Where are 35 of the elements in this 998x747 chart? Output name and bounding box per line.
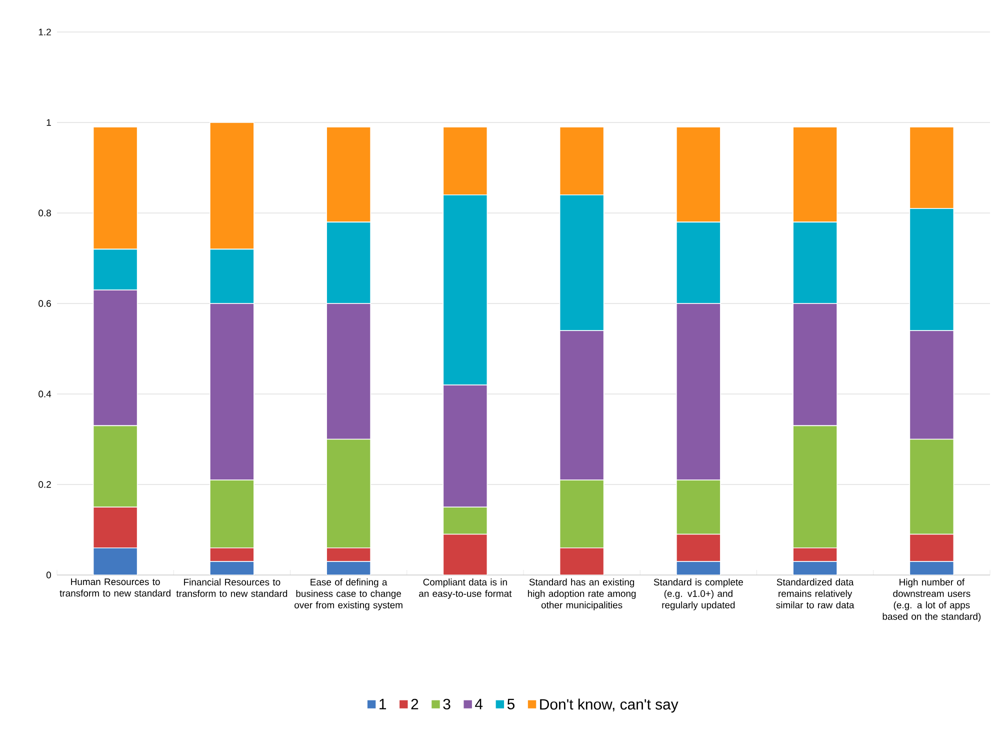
y-tick-label: 1 (46, 119, 51, 126)
y-tick-label: 1.2 (38, 28, 51, 36)
legend-label: 5 (507, 698, 515, 710)
legend-label: 1 (380, 698, 386, 710)
x-tick-label: High number of downstream users (e.g. a lot of apps based on the standard) (882, 578, 981, 622)
x-tick-label: Standard has an existing high adoption rate among other municipalities (528, 578, 636, 610)
y-tick-label: 0.8 (38, 210, 51, 216)
x-tick-label: Financial Resources to transform to new standard (176, 578, 288, 597)
bar (792, 547, 838, 562)
x-tick-label: Ease of defining a business case to change over from existing system (294, 578, 402, 610)
bar (559, 547, 604, 575)
bar (442, 534, 488, 575)
legend-label: Don't know, can't say (540, 698, 678, 713)
y-tick-label: 0.2 (38, 481, 51, 488)
bar (326, 561, 371, 575)
x-tick-label: Standard is complete (e.g. v1.0+) and regularly updated (654, 578, 743, 610)
bar (909, 534, 954, 562)
legend-label: 2 (411, 698, 418, 710)
bar (92, 547, 138, 575)
y-tick-label: 0.4 (38, 390, 52, 398)
legend-label: 3 (443, 698, 450, 710)
bar (909, 561, 954, 575)
x-tick-label: Standardized data remains relatively similar to raw data (776, 578, 854, 608)
bar (793, 561, 838, 575)
bar (210, 547, 254, 562)
y-tick-label: 0 (46, 572, 51, 578)
bar (676, 561, 720, 575)
x-tick-label: Human Resources to transform to new standard (60, 578, 170, 597)
x-tick-label: Compliant data is in an easy-to-use format (419, 578, 512, 599)
bar (92, 506, 138, 548)
bar (210, 561, 254, 575)
bar (676, 534, 721, 562)
y-tick-label: 0.6 (38, 300, 51, 307)
legend-label: 4 (475, 698, 483, 710)
bar (326, 547, 371, 562)
